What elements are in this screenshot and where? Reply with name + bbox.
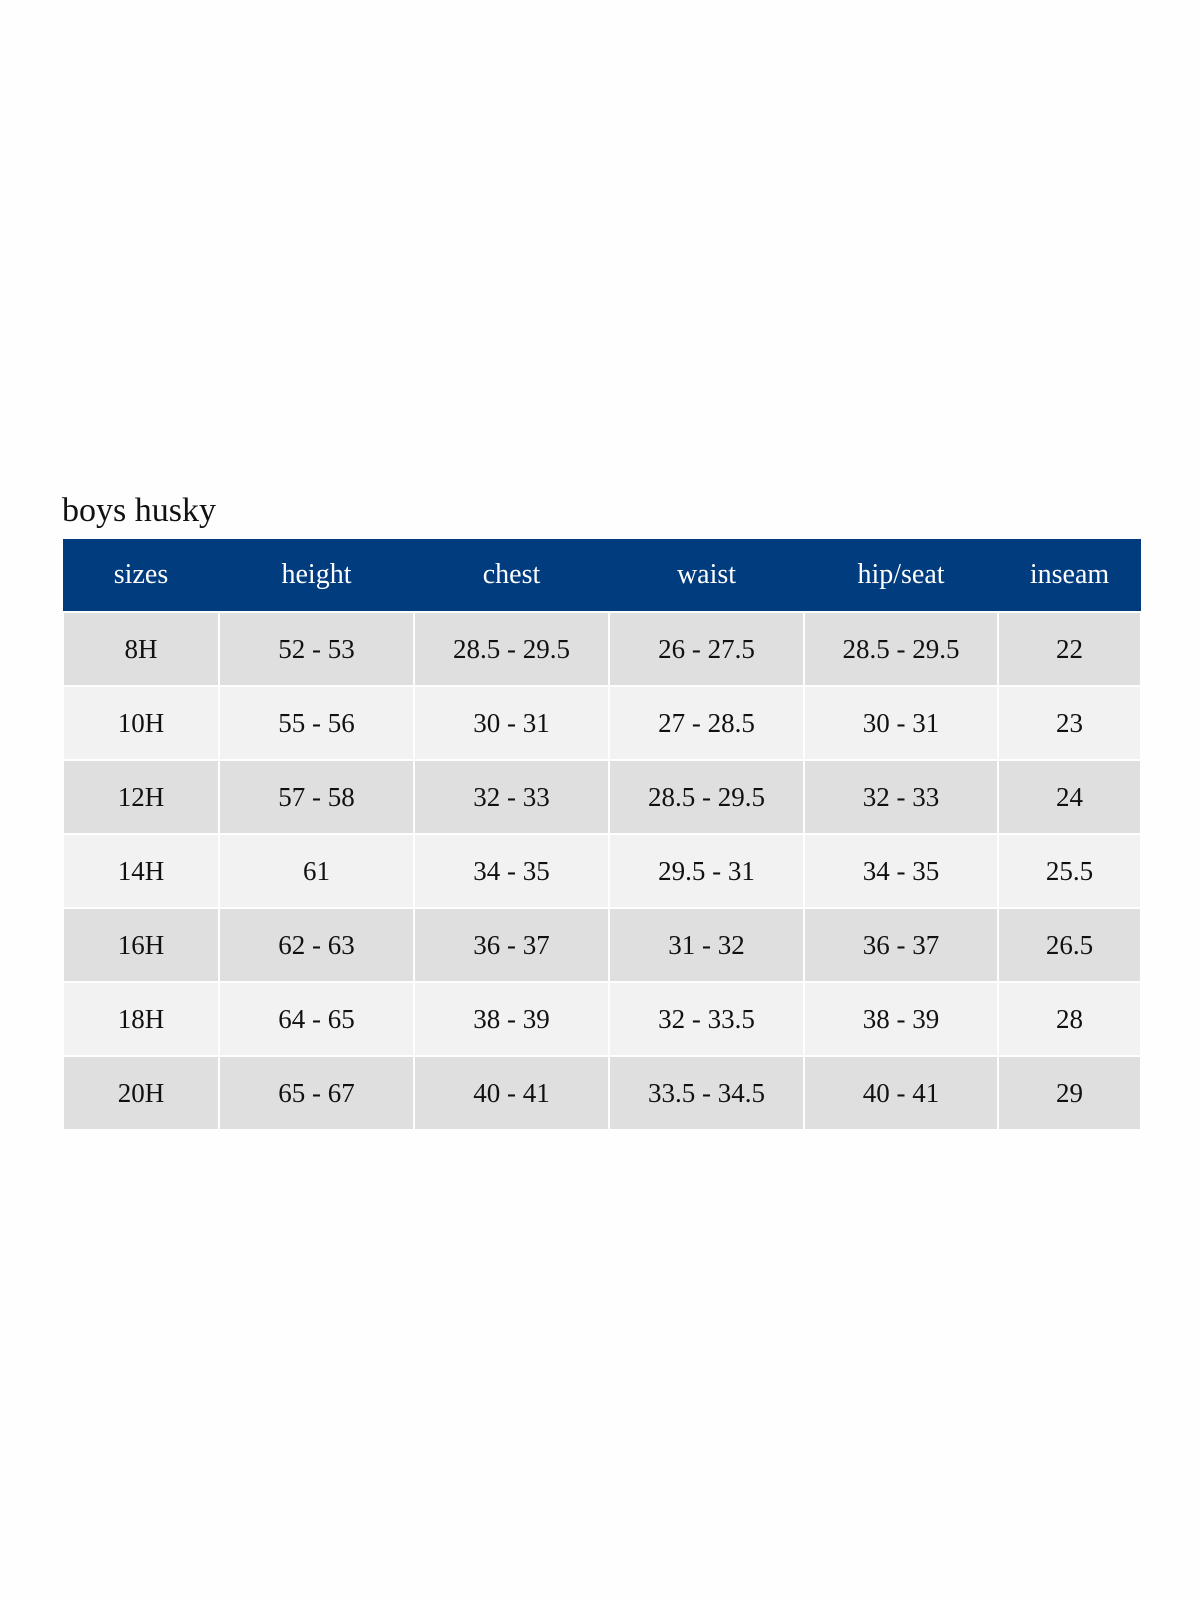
table-cell: 40 - 41 xyxy=(803,1055,999,1131)
table-cell: 33.5 - 34.5 xyxy=(608,1055,805,1131)
table-cell: 40 - 41 xyxy=(413,1055,610,1131)
table-cell: 8H xyxy=(62,611,220,687)
table-cell: 32 - 33 xyxy=(413,759,610,835)
table-cell: 38 - 39 xyxy=(803,981,999,1057)
table-cell: 36 - 37 xyxy=(803,907,999,983)
column-header: sizes xyxy=(63,539,219,612)
table-row: 12H 57 - 58 32 - 33 28.5 - 29.5 32 - 33 24 xyxy=(62,759,1142,835)
size-chart-table: sizes height chest waist hip/seat inseam 8H 52… xyxy=(62,539,1142,1131)
table-cell: 24 xyxy=(997,759,1142,835)
table-cell: 65 - 67 xyxy=(218,1055,415,1131)
table-cell: 23 xyxy=(997,685,1142,761)
table-cell: 25.5 xyxy=(997,833,1142,909)
table-cell: 30 - 31 xyxy=(803,685,999,761)
chart-title: boys husky xyxy=(62,492,216,529)
table-row: 16H 62 - 63 36 - 37 31 - 32 36 - 37 26.5 xyxy=(62,907,1142,983)
table-cell: 52 - 53 xyxy=(218,611,415,687)
table-row: 20H 65 - 67 40 - 41 33.5 - 34.5 40 - 41 29 xyxy=(62,1055,1142,1131)
table-cell: 32 - 33 xyxy=(803,759,999,835)
table-cell: 34 - 35 xyxy=(803,833,999,909)
table-cell: 27 - 28.5 xyxy=(608,685,805,761)
table-cell: 30 - 31 xyxy=(413,685,610,761)
table-row: 14H 61 34 - 35 29.5 - 31 34 - 35 25.5 xyxy=(62,833,1142,909)
table-cell: 26 - 27.5 xyxy=(608,611,805,687)
table-cell: 29.5 - 31 xyxy=(608,833,805,909)
table-cell: 28 xyxy=(997,981,1142,1057)
table-cell: 28.5 - 29.5 xyxy=(413,611,610,687)
column-header: waist xyxy=(609,539,804,612)
table-cell: 32 - 33.5 xyxy=(608,981,805,1057)
table-cell: 61 xyxy=(218,833,415,909)
table-cell: 28.5 - 29.5 xyxy=(608,759,805,835)
table-cell: 12H xyxy=(62,759,220,835)
table-cell: 16H xyxy=(62,907,220,983)
table-row: 10H 55 - 56 30 - 31 27 - 28.5 30 - 31 23 xyxy=(62,685,1142,761)
table-cell: 31 - 32 xyxy=(608,907,805,983)
table-cell: 57 - 58 xyxy=(218,759,415,835)
table-cell: 38 - 39 xyxy=(413,981,610,1057)
table-cell: 18H xyxy=(62,981,220,1057)
table-cell: 10H xyxy=(62,685,220,761)
table-cell: 29 xyxy=(997,1055,1142,1131)
column-header: height xyxy=(219,539,414,612)
table-cell: 26.5 xyxy=(997,907,1142,983)
table-cell: 36 - 37 xyxy=(413,907,610,983)
table-cell: 22 xyxy=(997,611,1142,687)
table-cell: 28.5 - 29.5 xyxy=(803,611,999,687)
table-row: 18H 64 - 65 38 - 39 32 - 33.5 38 - 39 28 xyxy=(62,981,1142,1057)
column-header: chest xyxy=(414,539,609,612)
table-cell: 34 - 35 xyxy=(413,833,610,909)
table-cell: 62 - 63 xyxy=(218,907,415,983)
header-row: sizes height chest waist hip/seat inseam xyxy=(63,539,1141,612)
table-cell: 55 - 56 xyxy=(218,685,415,761)
table-cell: 20H xyxy=(62,1055,220,1131)
column-header: hip/seat xyxy=(804,539,998,612)
table-cell: 64 - 65 xyxy=(218,981,415,1057)
table-cell: 14H xyxy=(62,833,220,909)
table-row: 8H 52 - 53 28.5 - 29.5 26 - 27.5 28.5 - 29.5… xyxy=(62,611,1142,687)
column-header: inseam xyxy=(998,539,1141,612)
